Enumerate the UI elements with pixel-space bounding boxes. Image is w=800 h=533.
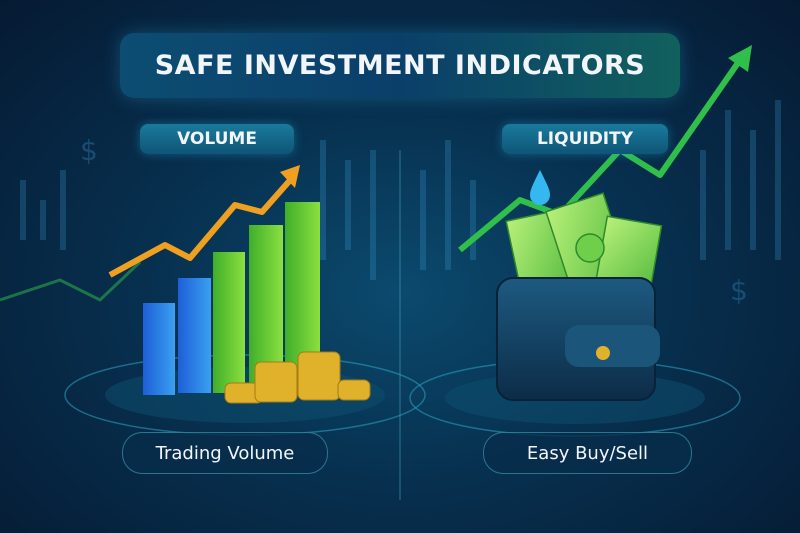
volume-heading: VOLUME xyxy=(140,124,294,154)
up-arrow-icon xyxy=(108,165,300,278)
coin-stack-icon xyxy=(224,351,371,404)
background-trend-line xyxy=(0,260,142,302)
trading-volume-caption: Trading Volume xyxy=(122,432,328,474)
page-title: SAFE INVESTMENT INDICATORS xyxy=(120,33,680,98)
dollar-sign: $ xyxy=(730,274,748,307)
candlestick-background xyxy=(20,100,781,280)
liquidity-heading: LIQUIDITY xyxy=(502,124,668,154)
easy-buy-sell-caption: Easy Buy/Sell xyxy=(483,432,692,474)
green-trend-arrow xyxy=(458,58,743,253)
dollar-sign: $ xyxy=(80,134,98,167)
wallet-icon xyxy=(496,277,660,401)
water-drop-icon xyxy=(530,170,550,205)
